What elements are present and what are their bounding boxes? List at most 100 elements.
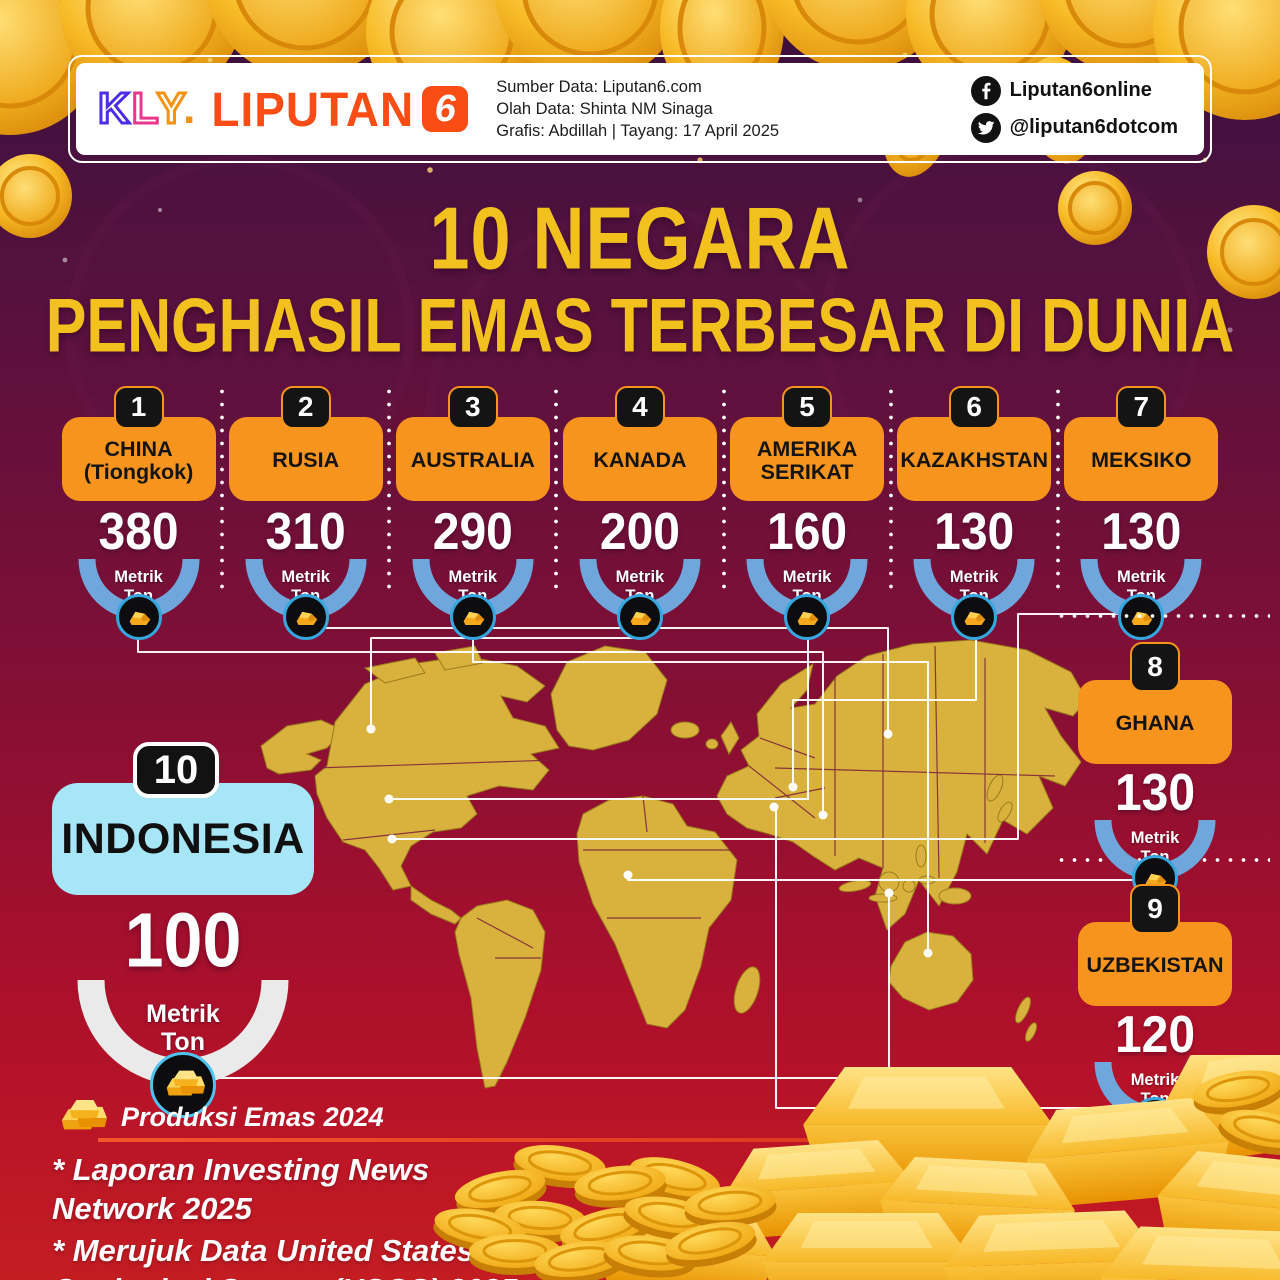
header-bar: KLY. LIPUTAN 6 Sumber Data: Liputan6.com… [68,55,1212,163]
gold-nugget-icon [463,612,485,626]
country-name-box: KANADA [562,416,717,501]
title-line-2: PENGHASIL EMAS TERBESAR DI DUNIA [45,282,1235,368]
dotted-separator [554,388,559,594]
world-map [260,639,1088,1089]
rank-badge: 5 [782,386,833,429]
facebook-handle: Liputan6online [970,75,1178,106]
dotted-separator [1055,388,1060,594]
dotted-separator [220,388,225,594]
twitter-handle: @liputan6dotcom [970,112,1178,143]
legend: Produksi Emas 2024 [55,1100,384,1134]
credit-line: Sumber Data: Liputan6.com [496,77,702,96]
footnote: * Laporan Investing News Network 2025 [52,1152,430,1227]
rank-badge: 1 [113,386,164,429]
production-value: 130 [1101,503,1182,561]
title-line-1: 10 NEGARA [429,190,851,288]
social-handles: Liputan6online @liputan6dotcom [970,75,1178,143]
kly-logo: KLY. [97,83,198,135]
gold-nugget-badge [449,593,496,640]
legend-label: Produksi Emas 2024 [121,1101,384,1132]
country-name: KAZAKHSTAN [900,448,1049,473]
gold-nugget-badge [616,593,663,640]
country-name-box: UZBEKISTAN [1078,922,1232,1006]
facebook-handle-text: Liputan6online [1009,79,1152,101]
production-value: 160 [767,503,848,561]
country-name-box: CHINA (Tiongkok) [61,416,216,501]
gold-nugget-icon [797,612,819,626]
country-name: GHANA [1115,711,1195,736]
production-value: 290 [432,503,513,561]
credits-block: Sumber Data: Liputan6.com Olah Data: Shi… [496,76,779,143]
facebook-icon [970,75,1001,106]
gold-nugget-badge [115,593,162,640]
page-title: 10 NEGARA PENGHASIL EMAS TERBESAR DI DUN… [0,190,1280,367]
rank-badge: 8 [1130,642,1180,692]
production-value: 310 [265,503,346,561]
country-name: UZBEKISTAN [1086,953,1224,978]
country-name-box: GHANA [1078,680,1232,764]
dotted-separator [888,388,893,594]
dotted-separator [1058,614,1270,618]
production-value: 130 [1114,764,1196,823]
country-name: AMERIKA SERIKAT [756,436,858,484]
rank-badge: 2 [280,386,331,429]
country-name: RUSIA [272,448,340,473]
gold-pile-decoration [429,1055,1280,1280]
dotted-separator [721,388,726,594]
credit-line: Olah Data: Shinta NM Sinaga [496,99,713,118]
gold-nugget-badge [784,593,831,640]
credit-line: Grafis: Abdillah | Tayang: 17 April 2025 [496,122,780,141]
country-name: CHINA [104,436,173,461]
gauge-indonesia: Metrik Ton [77,968,289,1120]
rank-badge: 3 [447,386,498,429]
footnotes: * Laporan Investing News Network 2025 * … [52,1150,522,1280]
gold-nugget-icon [630,612,652,626]
rank-badge: 9 [1130,884,1180,934]
production-value: 200 [599,503,680,561]
production-value: 130 [934,503,1015,561]
country-name: AUSTRALIA [410,448,535,473]
country-name-box: KAZAKHSTAN [897,416,1052,501]
rank-badge-indonesia: 10 [133,742,219,798]
dotted-separator [387,388,392,594]
gold-bars-icon [166,1070,205,1096]
gold-nugget-icon [129,612,150,626]
country-name-box-indonesia: INDONESIA [52,783,314,895]
gold-bars-icon [61,1100,107,1130]
country-name-box: MEKSIKO [1064,416,1219,501]
gold-nugget-icon [296,612,317,626]
twitter-icon [970,112,1001,143]
gold-bars-badge [150,1052,216,1118]
rank-badge: 6 [949,386,1000,429]
gold-nugget-icon [1145,873,1167,887]
production-value: 380 [98,503,179,561]
legend-underline [98,1138,1280,1142]
liputan6-badge: 6 [422,86,469,132]
gold-nugget-badge [282,593,329,640]
gold-nugget-icon [964,612,986,626]
production-value-indonesia: 100 [124,897,242,983]
country-name-box: AMERIKA SERIKAT [730,416,885,501]
footnote: * Merujuk Data United States Geological … [52,1232,517,1280]
country-name-box: RUSIA [228,416,383,501]
gold-nugget-badge [951,593,998,640]
country-name: KANADA [593,448,687,473]
